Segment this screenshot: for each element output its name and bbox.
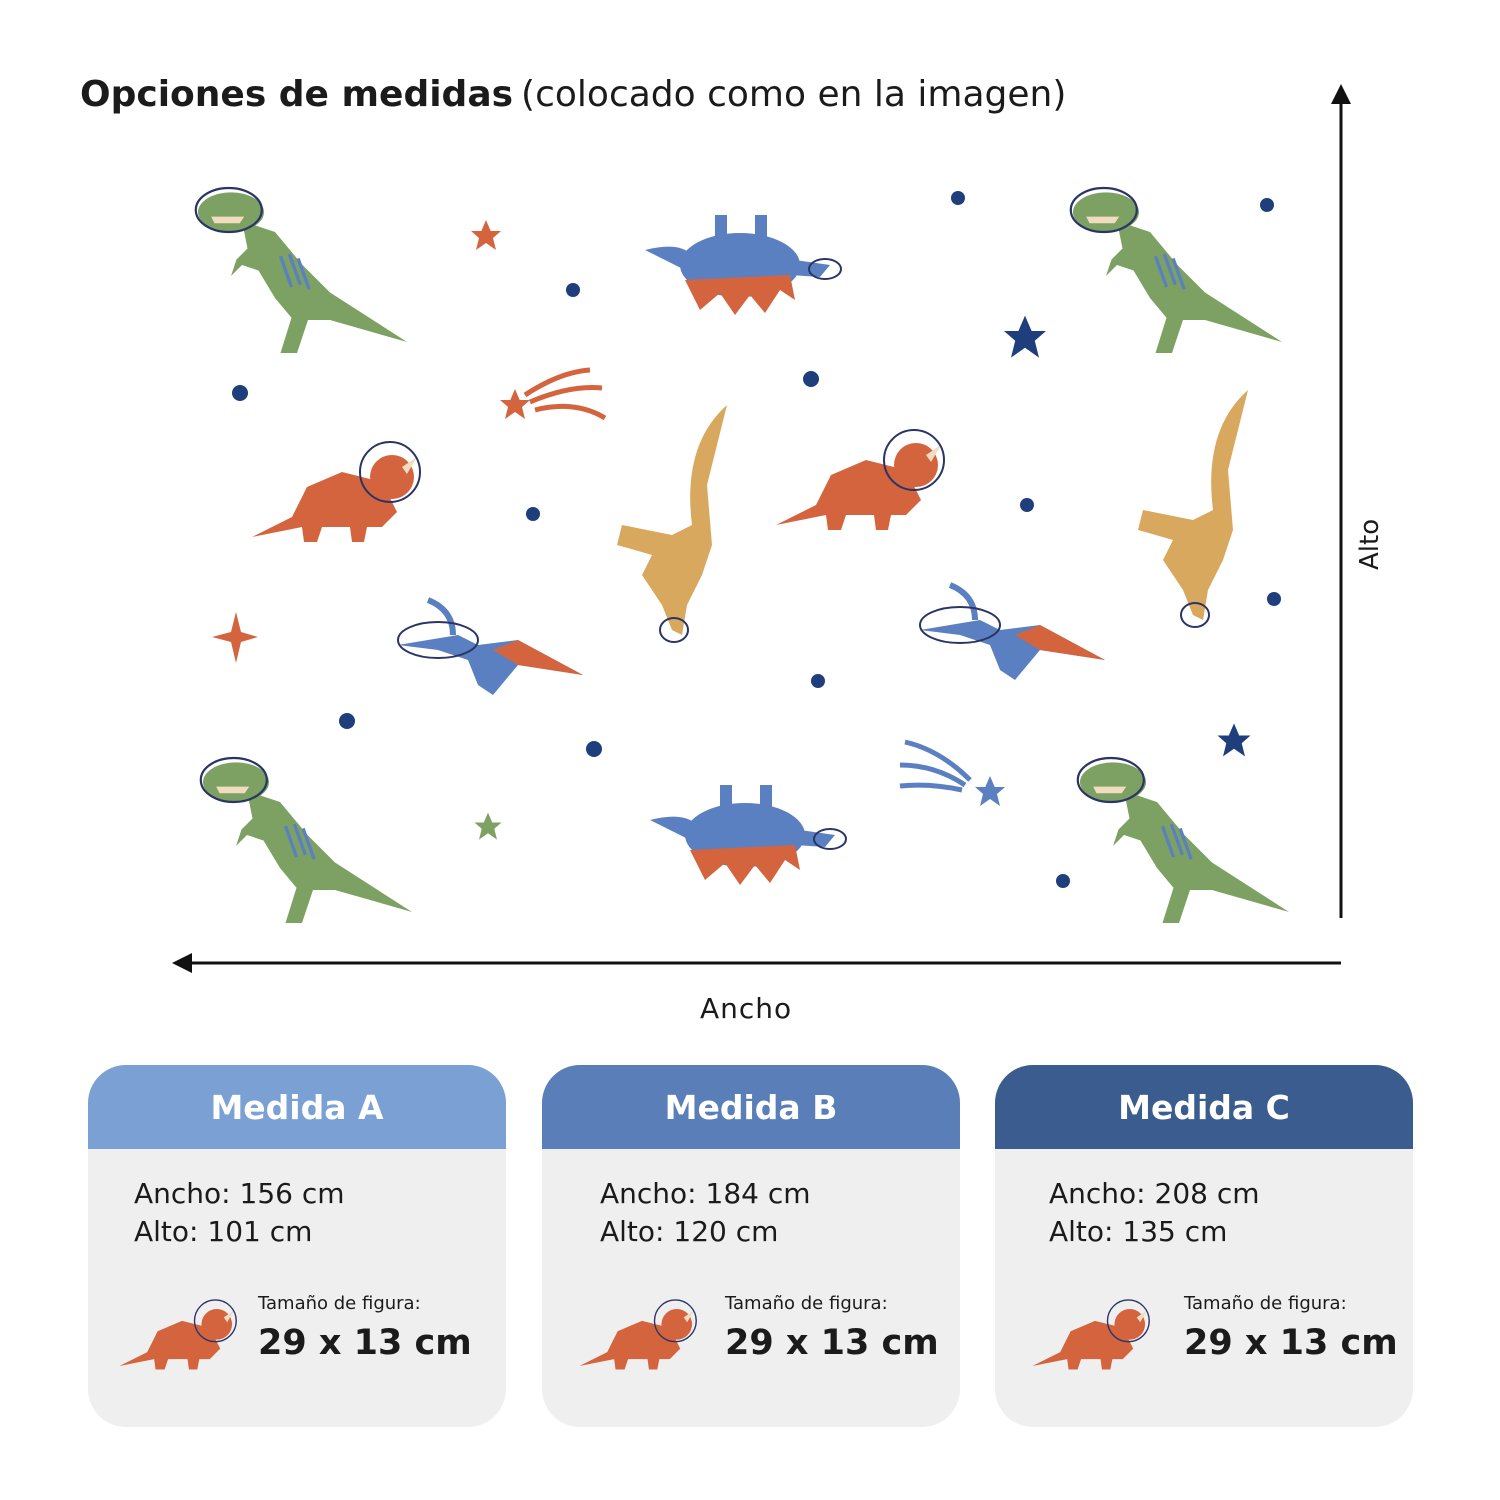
card-height: Alto: 120 cm [600,1215,779,1248]
star-icon [1004,315,1046,358]
brontosaurus-sticker [1137,389,1249,628]
shooting-star-icon [500,367,607,421]
title-subtitle: (colocado como en la imagen) [521,74,1067,115]
pterodactyl-sticker [398,600,583,695]
triceratops-icon [1031,1299,1150,1371]
trex-sticker [199,756,414,925]
card-title: Medida A [88,1065,506,1149]
card-title: Medida C [995,1065,1413,1149]
size-option-c[interactable]: Medida C Ancho: 208 cm Alto: 135 cm Tamañ… [995,1065,1413,1427]
figure-size-label: Tamaño de figura: [725,1293,888,1314]
trex-sticker [1076,756,1291,925]
width-arrow [172,953,1341,973]
height-arrow [1331,84,1351,918]
card-width: Ancho: 184 cm [600,1177,811,1210]
figure-size-value: 29 x 13 cm [725,1323,939,1363]
star-icon [212,612,258,663]
card-height: Alto: 101 cm [134,1215,313,1248]
trex-sticker [1069,186,1284,355]
card-width: Ancho: 208 cm [1049,1177,1260,1210]
triceratops-icon [578,1299,697,1371]
page-title: Opciones de medidas (colocado como en la … [80,74,1066,115]
figure-size-value: 29 x 13 cm [258,1323,472,1363]
size-option-a[interactable]: Medida A Ancho: 156 cm Alto: 101 cm Tamañ… [88,1065,506,1427]
card-title: Medida B [542,1065,960,1149]
width-axis-label: Ancho [700,992,793,1025]
decal-layout-illustration [172,84,1351,973]
brontosaurus-sticker [616,404,728,643]
title-bold: Opciones de medidas [80,74,514,115]
trex-sticker [194,186,409,355]
card-height: Alto: 135 cm [1049,1215,1228,1248]
height-axis-label: Alto [1355,518,1385,570]
triceratops-sticker [775,429,945,531]
stegosaurus-sticker [644,214,842,316]
stegosaurus-sticker [649,784,847,886]
star-icon [474,812,502,840]
star-icon [1217,723,1251,757]
triceratops-icon [118,1299,237,1371]
figure-size-value: 29 x 13 cm [1184,1323,1398,1363]
star-icon [471,220,501,250]
figure-size-label: Tamaño de figura: [1184,1293,1347,1314]
triceratops-sticker [251,441,421,543]
shooting-star-icon [899,739,1005,806]
dots [232,191,1281,888]
size-option-b[interactable]: Medida B Ancho: 184 cm Alto: 120 cm Tamañ… [542,1065,960,1427]
card-width: Ancho: 156 cm [134,1177,345,1210]
figure-size-label: Tamaño de figura: [258,1293,421,1314]
pterodactyl-sticker [920,585,1105,680]
